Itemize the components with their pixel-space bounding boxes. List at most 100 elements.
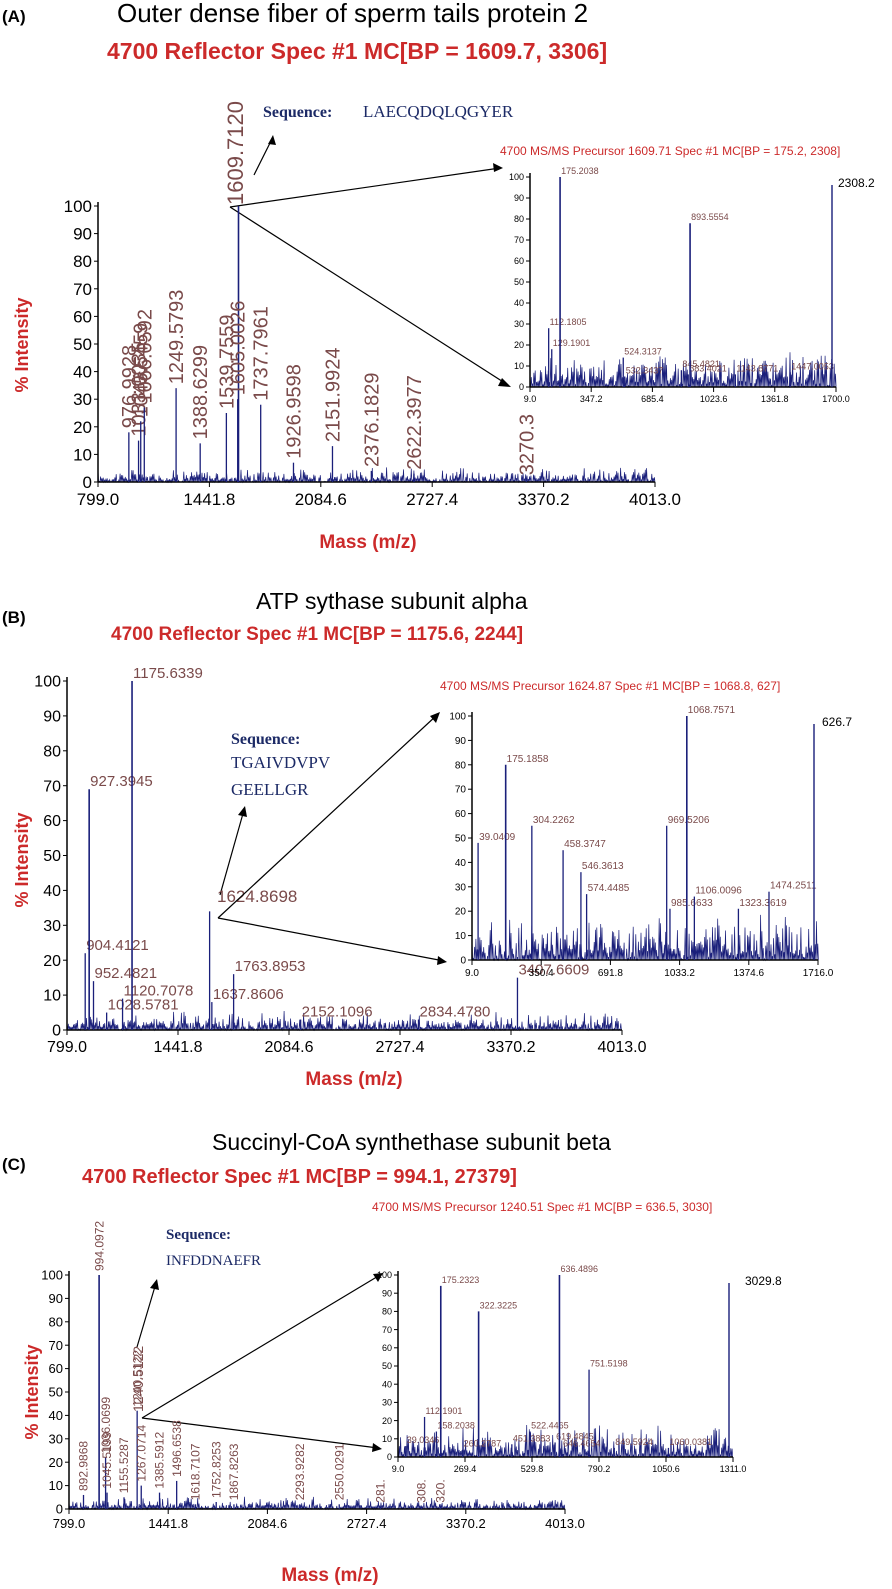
c-main-peak-label: 2550.0291	[332, 1443, 346, 1500]
b-inset-peak-label: 546.3613	[582, 861, 624, 872]
c-inset-x-tick-label: 790.2	[588, 1464, 611, 1474]
c-main-x-tick-label: 2727.4	[347, 1516, 387, 1531]
b-main-y-tick-label: 0	[52, 1023, 61, 1040]
c-inset-y-tick-label: 80	[382, 1307, 392, 1317]
panel-c-seq-arrowhead	[150, 1279, 159, 1290]
b-inset-peak-label: 458.3747	[564, 839, 606, 850]
a-main-peak-label: 1033.0035	[129, 342, 151, 437]
b-inset-peak-label: 175.1858	[507, 754, 549, 765]
a-inset-y-tick-label: 70	[514, 235, 524, 245]
c-main-peak-label: 892.9868	[77, 1441, 91, 1491]
c-inset-y-tick-label: 100	[377, 1270, 392, 1280]
b-inset-x-tick-label: 1033.2	[664, 968, 695, 979]
a-inset-y-tick-label: 10	[514, 361, 524, 371]
c-main-y-tick-label: 30	[49, 1431, 63, 1446]
c-inset-x-tick-label: 9.0	[392, 1464, 405, 1474]
a-main-y-tick-label: 60	[73, 307, 92, 326]
b-main-y-tick-label: 50	[43, 848, 61, 865]
c-inset-peak-label: 751.5198	[590, 1359, 628, 1369]
b-main-peak-label: 3407.6609	[518, 962, 589, 979]
b-main-peak-label: 904.4121	[86, 937, 149, 954]
panel-a-zoom-arrowhead-top	[493, 163, 503, 172]
c-main-x-tick-label: 1441.8	[148, 1516, 188, 1531]
b-inset-x-tick-label: 691.8	[598, 968, 623, 979]
panel-c-sequence-label: Sequence:	[166, 1227, 231, 1243]
b-main-peak-label: 1763.8953	[235, 958, 306, 975]
b-main-y-tick-label: 60	[43, 813, 61, 830]
c-main-peak-label: 1240.5122	[130, 1350, 144, 1407]
b-main-x-tick-label: 799.0	[47, 1039, 87, 1056]
c-inset-y-tick-label: 20	[382, 1416, 392, 1426]
c-main-peak-label: 994.0972	[92, 1221, 106, 1271]
b-main-y-axis-label: % Intensity	[12, 812, 32, 907]
b-main-peak-label: 1637.8606	[213, 986, 284, 1003]
b-inset-peak-label: 574.4485	[588, 883, 630, 894]
c-main-peak-label: 281.	[374, 1479, 388, 1502]
a-main-y-tick-label: 50	[73, 335, 92, 354]
panel-a-zoom-arrowhead-bottom	[498, 378, 511, 387]
b-main-peak-label: 1028.5781	[108, 997, 179, 1014]
a-main-peak-label: 976.9928	[119, 345, 141, 428]
c-main-y-tick-label: 0	[56, 1502, 63, 1517]
a-main-peak-label: 2376.1829	[361, 372, 383, 467]
a-main-x-tick-label: 1441.8	[183, 490, 235, 509]
b-inset-x-tick-label: 1374.6	[734, 968, 765, 979]
b-main-x-tick-label: 4013.0	[598, 1039, 647, 1056]
panel-c-zoom-arrow-bottom	[141, 1417, 379, 1449]
c-main-y-tick-label: 100	[41, 1268, 63, 1283]
b-inset-y-tick-label: 90	[455, 736, 467, 747]
c-inset-y-tick-label: 50	[382, 1361, 392, 1371]
c-inset-peak-label: 451.3883	[513, 1433, 551, 1443]
a-main-peak-label: 1605.0026	[228, 301, 250, 396]
panel-b-sequence-label: Sequence:	[231, 731, 300, 748]
c-inset-y-tick-label: 40	[382, 1379, 392, 1389]
b-main-baseline-noise	[66, 1010, 622, 1032]
b-inset-max-label: 626.7	[822, 715, 852, 729]
c-inset-peak-label: 322.3225	[480, 1300, 518, 1310]
c-main-peak-label: 1155.5287	[117, 1437, 131, 1493]
b-main-y-tick-label: 10	[43, 988, 61, 1005]
panel-b-sequence-line2: GEELLGR	[231, 780, 309, 799]
panel-a-seq-arrowhead	[268, 135, 276, 145]
panel-c-zoom-arrowhead-bottom	[372, 1443, 382, 1452]
b-inset-peak-label: 1068.7571	[688, 705, 736, 716]
panel-c-letter: (C)	[2, 1155, 26, 1174]
a-inset-y-tick-label: 30	[514, 319, 524, 329]
a-main-y-tick-label: 10	[73, 445, 92, 464]
b-inset-y-tick-label: 60	[455, 809, 467, 820]
panel-a-protein-title: Outer dense fiber of sperm tails protein…	[117, 0, 588, 28]
b-inset-y-tick-label: 40	[455, 858, 467, 869]
a-main-y-tick-label: 70	[73, 280, 92, 299]
a-inset-peak-label: 175.2038	[561, 166, 599, 176]
a-main-peak-label: 1737.7961	[251, 306, 273, 401]
a-inset-x-tick-label: 685.4	[641, 394, 664, 404]
b-main-x-tick-label: 3370.2	[487, 1039, 536, 1056]
a-main-x-tick-label: 4013.0	[629, 490, 681, 509]
a-main-peak-label: 1066.0592	[134, 309, 156, 404]
c-main-y-tick-label: 70	[49, 1338, 63, 1353]
panel-b-spec-title: 4700 Reflector Spec #1 MC[BP = 1175.6, 2…	[111, 624, 523, 645]
c-inset-y-tick-label: 70	[382, 1325, 392, 1335]
b-inset-peak-label: 1474.2511	[770, 881, 817, 892]
panel-c-protein-title: Succinyl-CoA synthethase subunit beta	[212, 1129, 611, 1155]
c-inset-y-tick-label: 90	[382, 1288, 392, 1298]
c-main-y-axis-label: % Intensity	[22, 1344, 42, 1439]
c-inset-y-tick-label: 0	[387, 1452, 392, 1462]
panel-b-precursor-peak-label: 1624.8698	[217, 887, 297, 906]
a-main-y-tick-label: 30	[73, 390, 92, 409]
c-main-y-tick-label: 10	[49, 1478, 63, 1493]
a-inset-x-tick-label: 1700.0	[822, 394, 850, 404]
c-main-peak-label: 308.	[415, 1479, 429, 1502]
c-inset-peak-label: 522.4465	[531, 1421, 569, 1431]
c-main-peak-label: 320.	[434, 1479, 448, 1502]
b-inset-peak-label: 1106.0096	[695, 886, 742, 897]
c-main-y-tick-label: 40	[49, 1408, 63, 1423]
b-main-y-tick-label: 90	[43, 709, 61, 726]
c-main-y-tick-label: 80	[49, 1314, 63, 1329]
a-inset-x-tick-label: 1023.6	[700, 394, 728, 404]
c-main-x-tick-label: 3370.2	[446, 1516, 486, 1531]
c-inset-y-tick-label: 30	[382, 1398, 392, 1408]
a-main-x-tick-label: 2727.4	[406, 490, 458, 509]
a-inset-y-tick-label: 50	[514, 277, 524, 287]
panel-b-zoom-arrow-top	[217, 714, 438, 919]
